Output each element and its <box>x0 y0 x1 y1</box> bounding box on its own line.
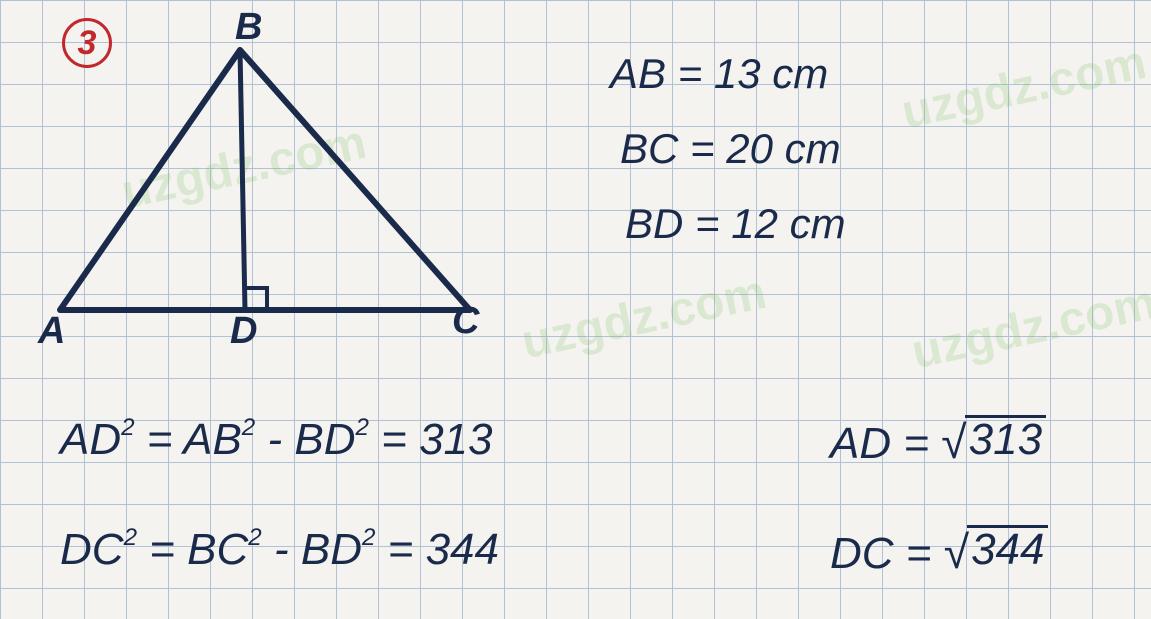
given-ab: AB = 13 cm <box>610 50 828 98</box>
eq-dc-squared: DC2 = BC2 - BD2 = 344 <box>60 525 499 575</box>
given-bd: BD = 12 cm <box>625 200 846 248</box>
sqrt-344: 344 <box>967 525 1048 572</box>
triangle-abc <box>60 50 470 310</box>
exp-2: 2 <box>355 414 368 441</box>
eq-ad-mid2: - BD <box>255 415 355 464</box>
eq-ad-squared: AD2 = AB2 - BD2 = 313 <box>60 415 493 465</box>
altitude-bd <box>240 50 245 310</box>
right-angle-marker <box>245 288 267 310</box>
sqrt-313: 313 <box>965 415 1046 462</box>
eq-dc-mid2: - BD <box>262 525 362 574</box>
vertex-label-b: B <box>235 6 262 49</box>
exp-2: 2 <box>248 524 261 551</box>
eq-dc-lhs: DC <box>60 525 124 574</box>
eq-ad-rhs: = 313 <box>369 415 493 464</box>
vertex-label-a: A <box>38 310 65 353</box>
vertex-label-d: D <box>230 310 257 353</box>
eq-dc-value: DC = √344 <box>830 525 1048 579</box>
exp-2: 2 <box>121 414 134 441</box>
sqrt-icon: √313 <box>941 415 1046 469</box>
vertex-label-c: C <box>452 300 479 343</box>
eq-dc-val-lhs: DC = <box>830 529 944 578</box>
sqrt-icon: √344 <box>944 525 1049 579</box>
eq-ad-val-lhs: AD = <box>830 419 941 468</box>
triangle-diagram <box>20 20 520 360</box>
exp-2: 2 <box>362 524 375 551</box>
eq-ad-mid: = AB <box>135 415 242 464</box>
given-bc: BC = 20 cm <box>620 125 841 173</box>
exp-2: 2 <box>124 524 137 551</box>
eq-ad-lhs: AD <box>60 415 121 464</box>
eq-dc-mid: = BC <box>137 525 248 574</box>
eq-ad-value: AD = √313 <box>830 415 1046 469</box>
exp-2: 2 <box>242 414 255 441</box>
eq-dc-rhs: = 344 <box>375 525 499 574</box>
